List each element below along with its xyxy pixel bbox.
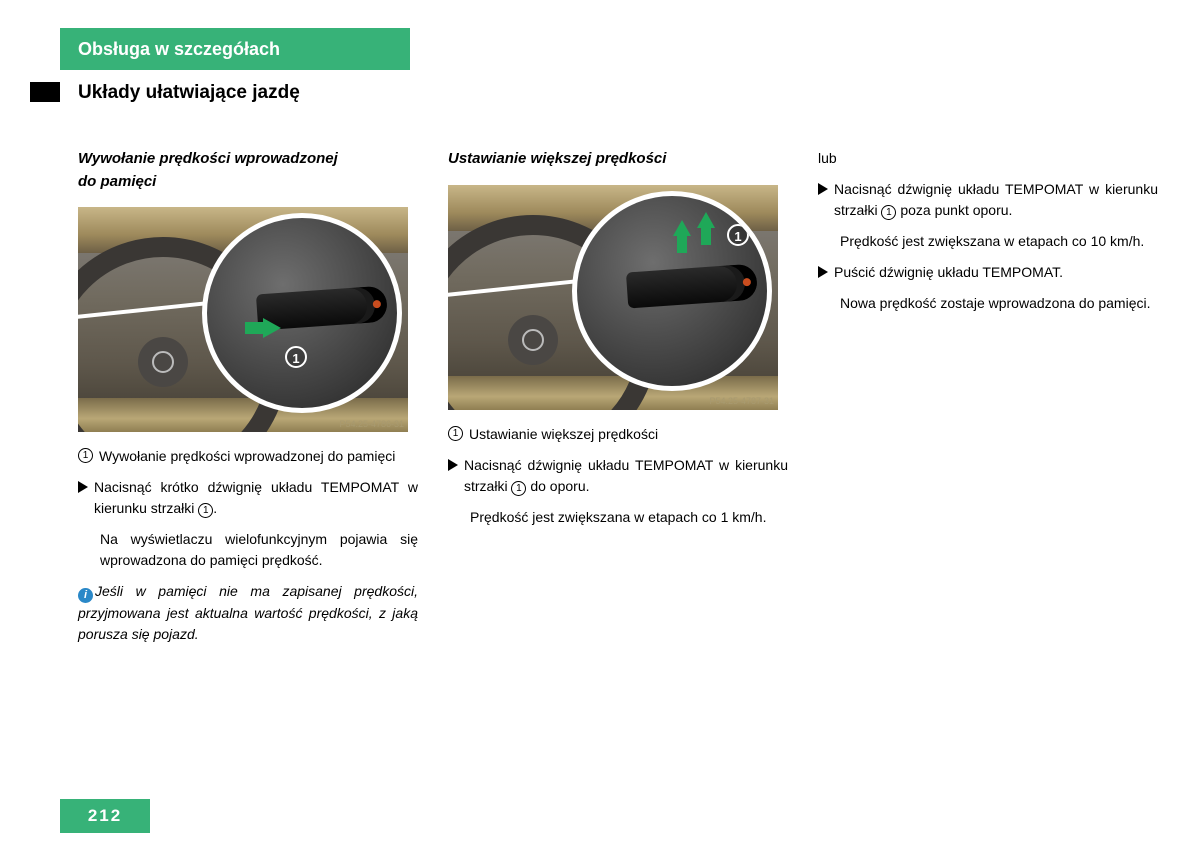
triangle-bullet-icon — [448, 459, 458, 471]
circled-1-inline-icon-3: 1 — [881, 205, 896, 220]
triangle-bullet-icon — [818, 183, 828, 195]
column-3: lub Nacisnąć dźwignię układu TEMPOMAT w … — [818, 148, 1158, 645]
col2-result: Prędkość jest zwiększana w etapach co 1 … — [470, 507, 788, 528]
col3-or: lub — [818, 148, 1158, 169]
callout-2-num: 1 — [727, 224, 749, 246]
col1-caption: 1 Wywołanie prędkości wprowadzonej do pa… — [78, 446, 418, 467]
col1-heading-l2: do pamięci — [78, 173, 156, 190]
col3-step2-text: Puścić dźwignię układu TEMPOMAT. — [834, 262, 1063, 283]
col2-heading: Ustawianie większej prędkości — [448, 148, 788, 171]
col3-result1: Prędkość jest zwiększana w etapach co 10… — [840, 231, 1158, 252]
figure-2: 1 P54.25-4787-31 — [448, 185, 778, 410]
chapter-header: Obsługa w szczegółach — [60, 28, 410, 70]
col3-step1-text: Nacisnąć dźwignię układu TEMPOMAT w kie­… — [834, 179, 1158, 221]
info-icon: i — [78, 588, 93, 603]
col2-step1: Nacisnąć dźwignię układu TEMPOMAT w kie­… — [448, 455, 788, 497]
col1-step1-text: Nacisnąć krótko dźwignię układu TEMPOMAT… — [94, 477, 418, 519]
circled-1-inline-icon-2: 1 — [511, 481, 526, 496]
circled-1-icon: 1 — [78, 448, 93, 463]
page-number: 212 — [60, 799, 150, 833]
circled-1-inline-icon: 1 — [198, 503, 213, 518]
col1-info-text: Jeśli w pamięci nie ma zapisanej prędkoś… — [78, 583, 418, 642]
col1-step1: Nacisnąć krótko dźwignię układu TEMPOMAT… — [78, 477, 418, 519]
triangle-bullet-icon — [78, 481, 88, 493]
section-title: Układy ułatwiające jazdę — [78, 82, 300, 104]
col2-caption-text: Ustawianie większej prędkości — [469, 424, 658, 445]
triangle-bullet-icon — [818, 266, 828, 278]
col3-step2: Puścić dźwignię układu TEMPOMAT. — [818, 262, 1158, 283]
side-tab — [30, 82, 60, 102]
col1-result: Na wyświetlaczu wielofunkcyjnym pojawia … — [100, 529, 418, 571]
column-2: Ustawianie większej prędkości 1 P54.25-4… — [448, 148, 788, 645]
col2-caption: 1 Ustawianie większej prędkości — [448, 424, 788, 445]
callout-1-num: 1 — [285, 346, 307, 368]
col3-step1: Nacisnąć dźwignię układu TEMPOMAT w kie­… — [818, 179, 1158, 221]
col1-heading-l1: Wywołanie prędkości wprowadzonej — [78, 150, 338, 167]
figure-1-code: P54.25-4786-31 — [339, 418, 404, 432]
column-1: Wywołanie prędkości wprowadzonej do pami… — [78, 148, 418, 645]
figure-1: 1 P54.25-4786-31 — [78, 207, 408, 432]
col3-result2: Nowa prędkość zostaje wprowadzona do pa­… — [840, 293, 1158, 314]
col1-heading: Wywołanie prędkości wprowadzonej do pami… — [78, 148, 418, 193]
col2-step1-text: Nacisnąć dźwignię układu TEMPOMAT w kie­… — [464, 455, 788, 497]
col1-info: iJeśli w pamięci nie ma zapisanej prędko… — [78, 581, 418, 645]
figure-2-code: P54.25-4787-31 — [709, 395, 774, 409]
circled-1-icon-2: 1 — [448, 426, 463, 441]
col1-caption-text: Wywołanie prędkości wprowadzonej do pa­m… — [99, 446, 395, 467]
